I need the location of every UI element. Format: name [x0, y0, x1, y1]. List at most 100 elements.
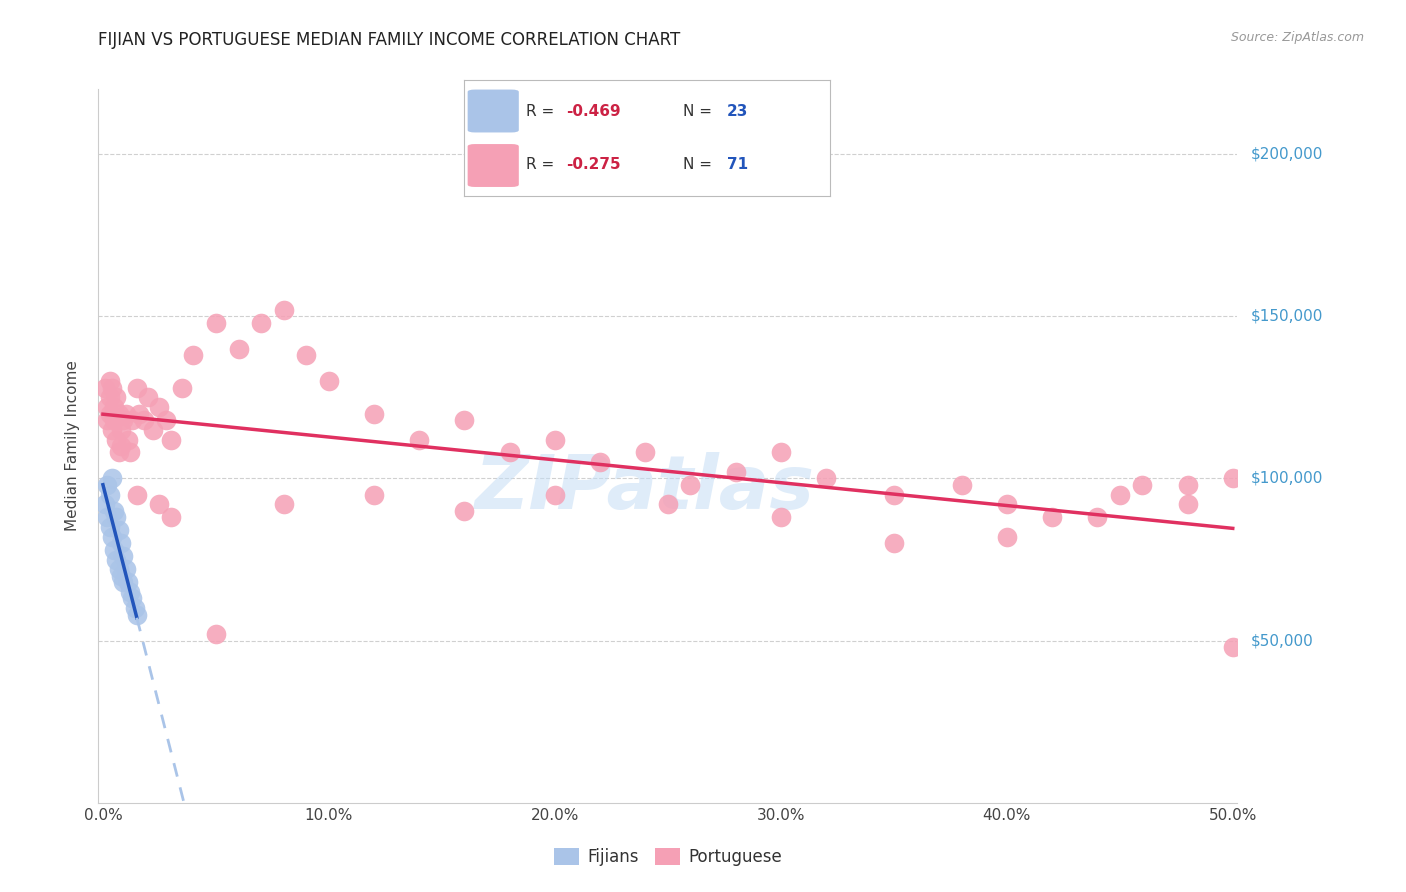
Point [107, 524, 129, 538]
Point [96, 478, 118, 492]
Point [96, 400, 118, 414]
Point [273, 302, 295, 317]
Point [724, 465, 747, 479]
Legend: Fijians, Portuguese: Fijians, Portuguese [547, 841, 789, 873]
Point [363, 407, 385, 421]
Point [228, 342, 250, 356]
Point [883, 488, 905, 502]
Point [318, 374, 340, 388]
Point [128, 407, 150, 421]
Point [105, 552, 128, 566]
Text: $100,000: $100,000 [1251, 471, 1323, 486]
Text: N =: N = [683, 157, 717, 172]
Point [98, 390, 121, 404]
Point [657, 497, 679, 511]
Text: ZIPatlas: ZIPatlas [475, 452, 815, 525]
Point [98, 407, 121, 421]
Point [117, 575, 139, 590]
FancyBboxPatch shape [468, 89, 519, 132]
Point [544, 488, 567, 502]
Point [105, 433, 128, 447]
Point [1040, 510, 1063, 524]
Point [103, 400, 125, 414]
Point [155, 413, 177, 427]
Point [101, 381, 124, 395]
Point [114, 407, 136, 421]
Text: R =: R = [526, 157, 560, 172]
Point [94, 381, 117, 395]
Point [103, 413, 125, 427]
Point [453, 504, 475, 518]
Point [96, 510, 118, 524]
Point [159, 433, 181, 447]
Point [995, 497, 1018, 511]
Text: FIJIAN VS PORTUGUESE MEDIAN FAMILY INCOME CORRELATION CHART: FIJIAN VS PORTUGUESE MEDIAN FAMILY INCOM… [98, 31, 681, 49]
Point [105, 510, 128, 524]
Point [114, 562, 136, 576]
Point [125, 607, 148, 622]
Point [634, 445, 657, 459]
Point [110, 536, 132, 550]
Point [125, 488, 148, 502]
Point [1085, 510, 1108, 524]
Point [98, 520, 121, 534]
Point [103, 542, 125, 557]
Text: 23: 23 [727, 104, 748, 120]
Point [121, 413, 143, 427]
Point [1222, 471, 1244, 485]
Point [453, 413, 475, 427]
Point [295, 348, 318, 362]
Point [950, 478, 973, 492]
Text: R =: R = [526, 104, 560, 120]
Point [112, 575, 135, 590]
Point [110, 568, 132, 582]
Point [148, 497, 170, 511]
Point [363, 488, 385, 502]
Point [110, 439, 132, 453]
Point [96, 413, 118, 427]
Point [205, 627, 228, 641]
Point [1177, 497, 1199, 511]
Point [110, 423, 132, 437]
Point [121, 591, 143, 606]
Point [183, 348, 205, 362]
Text: -0.275: -0.275 [567, 157, 621, 172]
Point [101, 471, 124, 485]
Point [117, 433, 139, 447]
Point [107, 407, 129, 421]
Point [105, 390, 128, 404]
Point [124, 601, 146, 615]
Point [883, 536, 905, 550]
Point [148, 400, 170, 414]
Point [769, 445, 792, 459]
FancyBboxPatch shape [468, 144, 519, 187]
Point [205, 316, 228, 330]
Point [499, 445, 522, 459]
Point [120, 585, 141, 599]
Point [1130, 478, 1153, 492]
Point [142, 423, 165, 437]
Point [112, 549, 135, 564]
Text: Source: ZipAtlas.com: Source: ZipAtlas.com [1230, 31, 1364, 45]
Point [589, 455, 612, 469]
Point [1108, 488, 1130, 502]
Point [273, 497, 295, 511]
Text: $200,000: $200,000 [1251, 146, 1323, 161]
Text: $150,000: $150,000 [1251, 309, 1323, 324]
Point [94, 497, 117, 511]
Point [120, 445, 141, 459]
Point [170, 381, 193, 395]
Point [125, 381, 148, 395]
Point [769, 510, 792, 524]
Text: -0.469: -0.469 [567, 104, 621, 120]
Point [101, 423, 124, 437]
Point [815, 471, 838, 485]
Text: 71: 71 [727, 157, 748, 172]
Point [101, 530, 124, 544]
Point [107, 445, 129, 459]
Text: $50,000: $50,000 [1251, 633, 1315, 648]
Point [98, 488, 121, 502]
Point [1177, 478, 1199, 492]
Text: N =: N = [683, 104, 717, 120]
Point [132, 413, 155, 427]
